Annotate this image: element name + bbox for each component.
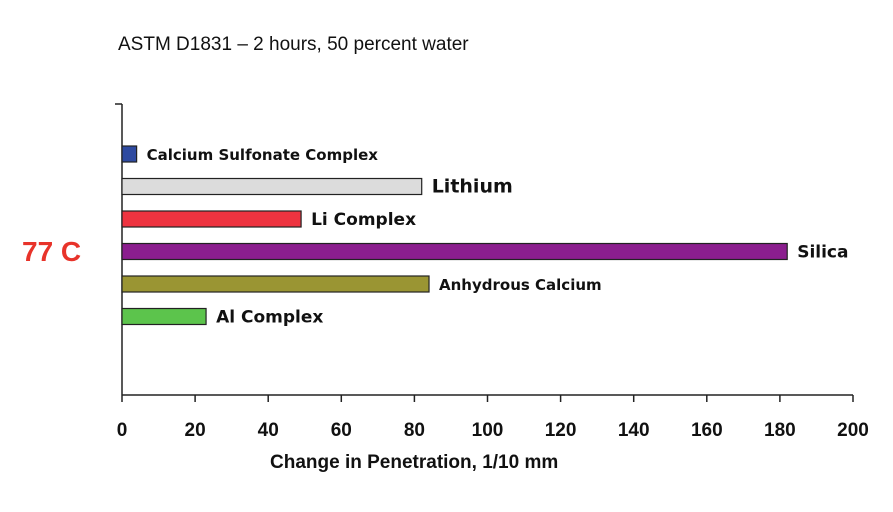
x-tick-label: 20 [185,420,206,441]
x-axis-label: Change in Penetration, 1/10 mm [270,452,559,473]
x-tick-label: 100 [472,420,504,441]
temperature-label: 77 C [22,236,82,267]
bar [121,145,138,163]
bar [121,210,302,228]
chart-title: ASTM D1831 – 2 hours, 50 percent water [118,34,469,55]
x-tick-label: 180 [764,420,796,441]
bar-label: Calcium Sulfonate Complex [147,146,379,164]
bar-label: Anhydrous Calcium [439,276,602,294]
bar [121,177,423,196]
x-tick-label: 40 [258,420,279,441]
bar [121,307,207,326]
bars: Calcium Sulfonate Complex Lithium Li Compl… [121,145,848,328]
x-tick-label: 120 [545,420,577,441]
bar [121,275,430,293]
bar-label: Al Complex [216,308,323,328]
x-tick-label: 0 [117,420,128,441]
x-tick-label: 140 [618,420,650,441]
bar-label: Silica [797,243,848,263]
x-tick-label: 160 [691,420,723,441]
x-ticks: 0 20 40 60 80 100 120 140 160 180 200 [117,395,869,441]
x-tick-label: 200 [837,420,869,441]
bar-label: Li Complex [311,210,416,230]
bar [121,242,788,261]
x-tick-label: 80 [404,420,425,441]
bar-label: Lithium [432,176,513,198]
x-tick-label: 60 [331,420,352,441]
